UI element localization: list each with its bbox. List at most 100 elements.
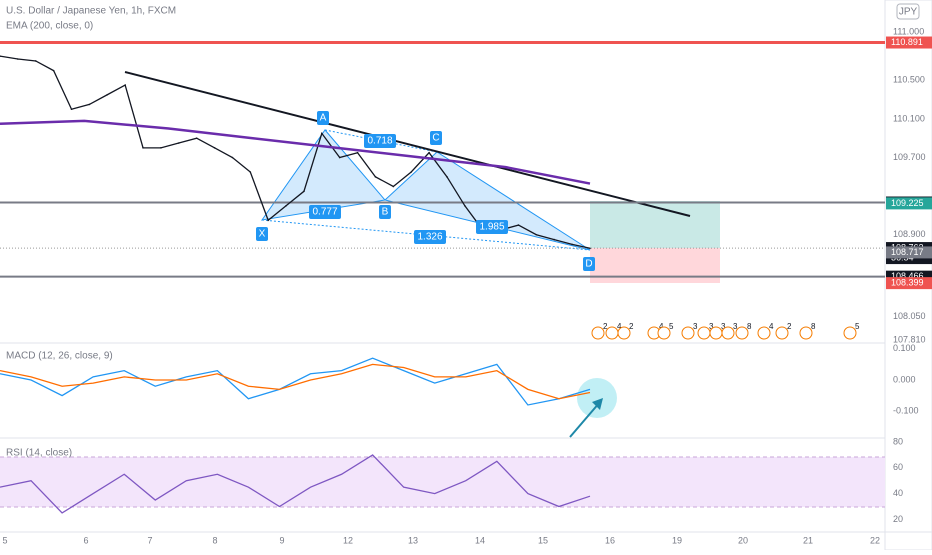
price-point [356, 151, 359, 154]
macd-title: MACD (12, 26, close, 9) [6, 351, 113, 362]
macd-tick-label: 0.100 [893, 343, 916, 353]
pattern-point-label: B [382, 207, 389, 218]
price-point [213, 147, 216, 149]
price-point [410, 171, 413, 173]
price-point [285, 204, 287, 207]
price-tick-label: 110.500 [893, 75, 925, 85]
x-tick-label: 5 [2, 535, 7, 545]
currency-badge[interactable] [896, 3, 920, 20]
pattern-point-badge [583, 257, 595, 271]
ratio-label: 0.777 [312, 207, 337, 218]
x-tick-label: 8 [212, 535, 217, 545]
price-tag-label: 109.225 [891, 198, 924, 208]
ratio-badge [414, 230, 446, 244]
ratio-label: 1.985 [479, 222, 504, 233]
rsi-tick-label: 80 [893, 436, 903, 446]
price-point [571, 243, 573, 246]
event-count: 3 [721, 322, 726, 331]
price-tick-label: 109.700 [893, 152, 926, 162]
event-icon [775, 326, 789, 340]
pattern-point-label: A [320, 113, 327, 124]
price-tag [886, 197, 932, 210]
price-point [321, 132, 323, 135]
target-zone [590, 201, 720, 248]
rsi-tick-label: 60 [893, 462, 903, 472]
signal-line [0, 363, 591, 400]
rsi-band [0, 457, 885, 507]
price-tick-label: 107.810 [893, 334, 926, 344]
price-point [589, 247, 591, 250]
price-point [160, 147, 162, 149]
price-point [0, 55, 1, 57]
rsi-tick-label: 20 [893, 514, 903, 524]
event-count: 4 [617, 322, 622, 331]
price-point [17, 58, 19, 60]
x-tick-label: 15 [538, 535, 548, 545]
event-icon [735, 326, 749, 340]
trend-line [124, 71, 691, 217]
currency[interactable]: JPY [899, 7, 918, 18]
pattern-point-badge [317, 111, 329, 125]
price-point [446, 176, 448, 178]
macd-tick-label: 0.000 [893, 374, 916, 384]
rsi-title: RSI (14, close) [6, 448, 72, 459]
event-icon [591, 326, 605, 340]
highlight-circle [577, 378, 617, 418]
price-point [517, 224, 520, 226]
price-tag-label: 108.399 [891, 278, 924, 288]
x-tick-label: 22 [870, 535, 880, 545]
price-point [142, 147, 144, 149]
price-point [124, 84, 126, 86]
price-point [249, 171, 252, 173]
rsi-line [0, 454, 591, 514]
price-point [195, 137, 198, 140]
arrow-head [592, 398, 603, 410]
price-point [34, 60, 37, 62]
price-tick-label: 108.900 [893, 229, 926, 239]
price-point [392, 185, 395, 188]
event-count: 2 [603, 322, 608, 331]
pattern-point-label: D [585, 259, 592, 270]
price-point [374, 176, 377, 178]
x-tick-label: 7 [147, 535, 152, 545]
pattern-point-label: C [432, 133, 439, 144]
price-point [464, 204, 466, 207]
ratio-badge [476, 220, 508, 234]
event-icon [657, 326, 671, 340]
x-tick-label: 20 [738, 535, 748, 545]
pattern-point-label: X [259, 229, 266, 240]
price-tick-label: 110.100 [893, 113, 925, 123]
price-tick-label: 108.050 [893, 311, 926, 321]
event-icon [721, 326, 735, 340]
price-point [88, 103, 91, 106]
x-tick-label: 13 [408, 535, 418, 545]
event-count: 3 [733, 322, 738, 331]
price-point [338, 156, 341, 159]
price-tag [886, 246, 932, 259]
event-count: 2 [787, 322, 792, 331]
x-tick-label: 16 [605, 535, 615, 545]
ratio-label: 1.326 [417, 232, 442, 243]
price-point [106, 93, 109, 96]
event-count: 8 [811, 322, 816, 331]
arrow [569, 401, 601, 438]
event-count: 4 [659, 322, 664, 331]
event-icon [617, 326, 631, 340]
event-count: 4 [769, 322, 774, 331]
event-count: 2 [629, 322, 634, 331]
price-tag [886, 277, 932, 290]
macd-line [0, 357, 591, 406]
pattern-point-badge [256, 227, 268, 241]
event-icon [757, 326, 771, 340]
pattern-point-badge [379, 205, 391, 219]
price-point [177, 142, 180, 144]
event-count: 5 [669, 322, 674, 331]
x-tick-label: 21 [803, 535, 813, 545]
ratio-badge [364, 134, 396, 148]
x-tick-label: 14 [475, 535, 485, 545]
event-icon [799, 326, 813, 340]
event-count: 3 [693, 322, 698, 331]
event-count: 8 [747, 322, 752, 331]
price-tick-label: 111.000 [893, 26, 924, 36]
